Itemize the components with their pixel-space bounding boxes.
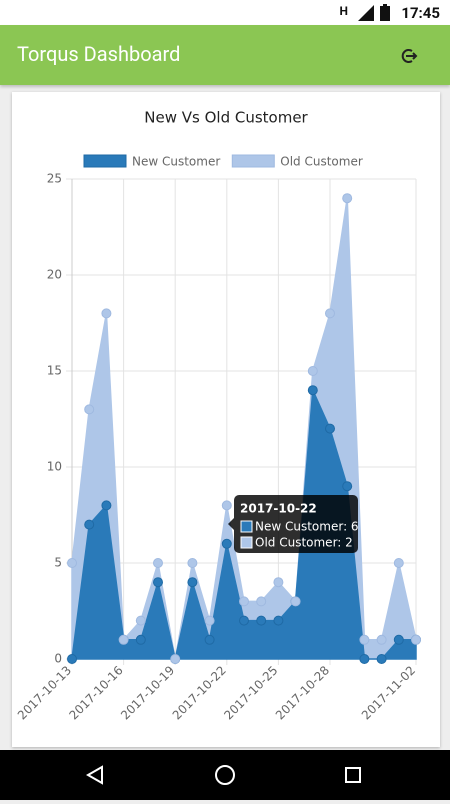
- point: [256, 596, 267, 607]
- y-tick-label: 5: [54, 556, 62, 570]
- area: [71, 389, 417, 660]
- nav-buttons: [85, 765, 361, 785]
- point: [376, 634, 387, 645]
- tooltip: 2017-10-22 New Customer: 6 Old Customer: 2: [228, 495, 359, 553]
- point: [153, 577, 163, 588]
- point: [359, 654, 370, 664]
- x-tick-label: 2017-10-16: [67, 663, 126, 722]
- point: [239, 615, 249, 626]
- tooltip-line: Old Customer: 2: [255, 536, 353, 550]
- x-tick-label: 2017-10-13: [15, 663, 74, 722]
- legend-label: New Customer: [132, 155, 220, 169]
- y-tick-label: 25: [47, 172, 62, 186]
- status-bar: H 17:45: [0, 0, 450, 25]
- point: [101, 308, 112, 319]
- point: [307, 385, 318, 396]
- point: [118, 634, 129, 645]
- point: [67, 654, 77, 664]
- point: [256, 615, 267, 626]
- point: [290, 596, 301, 607]
- point: [187, 558, 198, 568]
- point: [204, 615, 215, 626]
- home-button[interactable]: [215, 765, 235, 785]
- point: [221, 500, 232, 511]
- point: [135, 615, 146, 626]
- point: [342, 193, 353, 204]
- point: [239, 596, 249, 607]
- tooltip-swatch: [240, 536, 253, 549]
- app-title: Torqus Dashboard: [17, 42, 181, 66]
- chart: New Vs Old Customer New Customer Old Cust…: [15, 109, 421, 722]
- chart-title: New Vs Old Customer: [144, 109, 308, 127]
- back-button[interactable]: [85, 765, 103, 785]
- x-tick-label: 2017-10-25: [221, 663, 280, 722]
- tooltip-box: [234, 495, 358, 553]
- legend-label: Old Customer: [280, 155, 363, 169]
- point: [307, 366, 318, 376]
- tooltip-title: 2017-10-22: [240, 502, 317, 516]
- logout-button[interactable]: [400, 47, 418, 65]
- x-tick-label: 2017-10-22: [170, 663, 229, 722]
- x-tick-label: 2017-10-19: [118, 663, 177, 722]
- legend-swatch: [231, 154, 275, 168]
- point: [170, 654, 181, 664]
- clock: 17:45: [401, 4, 440, 22]
- point: [376, 654, 387, 664]
- y-tick-label: 10: [47, 460, 62, 474]
- point: [221, 538, 232, 549]
- recents-button[interactable]: [345, 767, 361, 783]
- point: [153, 558, 163, 568]
- point: [84, 404, 95, 415]
- navigation-bar: [0, 750, 450, 800]
- point: [411, 634, 421, 645]
- point: [204, 634, 215, 645]
- point: [84, 519, 95, 530]
- point: [359, 634, 370, 645]
- y-tick-label: 20: [47, 268, 62, 282]
- app-bar: Torqus Dashboard: [0, 25, 450, 85]
- network-type: H: [339, 4, 348, 18]
- y-tick-label: 15: [47, 364, 62, 378]
- chart-card: New Vs Old Customer New Customer Old Cust…: [12, 92, 440, 747]
- point: [273, 615, 284, 626]
- point: [393, 634, 404, 645]
- point: [67, 558, 77, 568]
- point: [273, 577, 284, 588]
- point: [325, 423, 335, 434]
- point: [393, 558, 404, 568]
- point: [135, 634, 146, 645]
- point: [342, 481, 353, 492]
- tooltip-caret: [228, 518, 234, 530]
- legend-swatch: [83, 154, 127, 168]
- point: [187, 577, 198, 588]
- x-tick-label: 2017-10-28: [273, 663, 332, 722]
- point: [101, 500, 112, 511]
- signal-icon: [358, 5, 374, 21]
- tooltip-swatch: [240, 520, 253, 533]
- point: [325, 308, 335, 319]
- x-tick-label: 2017-11-02: [359, 663, 418, 722]
- battery-icon: [380, 4, 390, 21]
- tooltip-line: New Customer: 6: [255, 520, 359, 534]
- y-tick-label: 0: [54, 652, 62, 666]
